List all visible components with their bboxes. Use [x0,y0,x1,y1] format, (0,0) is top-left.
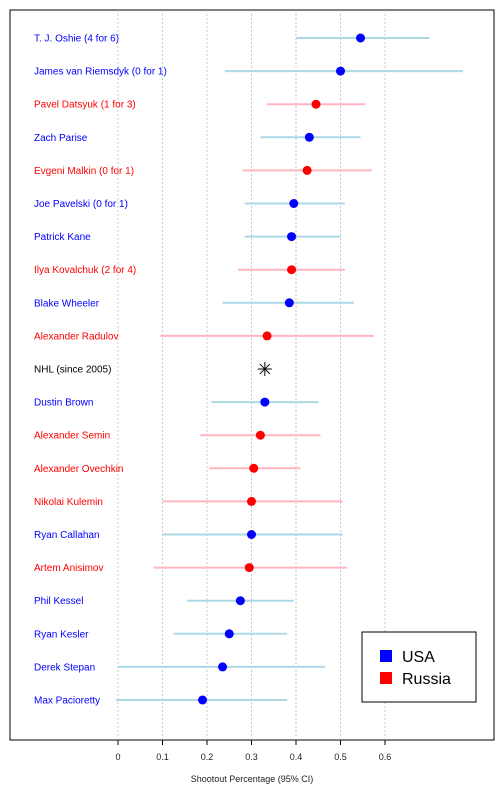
row-label: Alexander Semin [34,431,110,442]
point-estimate [289,199,299,208]
point-estimate [255,430,265,440]
legend-swatch-usa [380,650,392,662]
row-label: Alexander Radulov [34,331,119,342]
row-label: Phil Kessel [34,596,83,607]
x-axis: 0 0.1 0.2 0.3 0.4 0.5 0.6 [115,740,391,762]
confidence-intervals [115,37,463,701]
point-estimate [218,662,228,672]
point-estimate [260,397,270,407]
x-tick-label: 0.5 [334,752,347,762]
point-estimate [262,331,272,341]
point-estimate [356,33,366,43]
row-label: Dustin Brown [34,398,93,409]
x-tick-label: 0.2 [201,752,214,762]
point-estimates [198,33,366,705]
row-label: Nikolai Kulemin [34,497,103,508]
point-estimate [244,563,254,573]
x-tick-label: 0.6 [379,752,392,762]
row-label: Max Pacioretty [34,696,100,707]
row-label: Ilya Kovalchuk (2 for 4) [34,265,136,276]
row-label: Joe Pavelski (0 for 1) [34,199,128,210]
legend-swatch-russia [380,672,392,684]
point-estimate [235,596,245,606]
point-estimate [302,165,312,175]
row-label: Pavel Datsyuk (1 for 3) [34,100,136,111]
point-estimate [247,530,256,539]
legend-box [361,631,477,703]
x-tick-label: 0.4 [290,752,303,762]
x-tick-label: 0.1 [156,752,169,762]
row-label: NHL (since 2005) [34,365,111,376]
point-estimate [287,265,297,275]
row-label: Alexander Ovechkin [34,464,124,475]
row-label: Zach Parise [34,133,88,144]
nhl-asterisk-marker [257,362,272,376]
point-estimate [336,66,345,76]
point-estimate [287,232,297,242]
x-tick-label: 0 [115,752,120,762]
row-label: Derek Stepan [34,662,95,673]
legend: USA Russia [361,631,477,703]
x-tick-label: 0.3 [245,752,258,762]
point-estimate [249,463,259,473]
point-estimate [224,629,234,639]
point-estimate [304,132,314,142]
x-axis-title: Shootout Percentage (95% CI) [191,774,314,784]
row-label: T. J. Oshie (4 for 6) [34,34,119,45]
point-estimate [311,99,321,109]
row-label: Ryan Callahan [34,530,100,541]
row-label: James van Riemsdyk (0 for 1) [34,67,167,78]
row-label: Blake Wheeler [34,298,100,309]
point-estimate [284,298,294,308]
grid-lines [117,10,386,740]
row-label: Patrick Kane [34,232,91,243]
legend-label-russia: Russia [402,671,451,688]
row-label: Evgeni Malkin (0 for 1) [34,166,134,177]
row-label: Artem Anisimov [34,563,103,574]
row-label: Ryan Kesler [34,629,89,640]
legend-label-usa: USA [402,649,435,666]
row-labels: T. J. Oshie (4 for 6) James van Riemsdyk … [34,34,167,707]
point-estimate [247,496,256,506]
point-estimate [198,695,208,705]
